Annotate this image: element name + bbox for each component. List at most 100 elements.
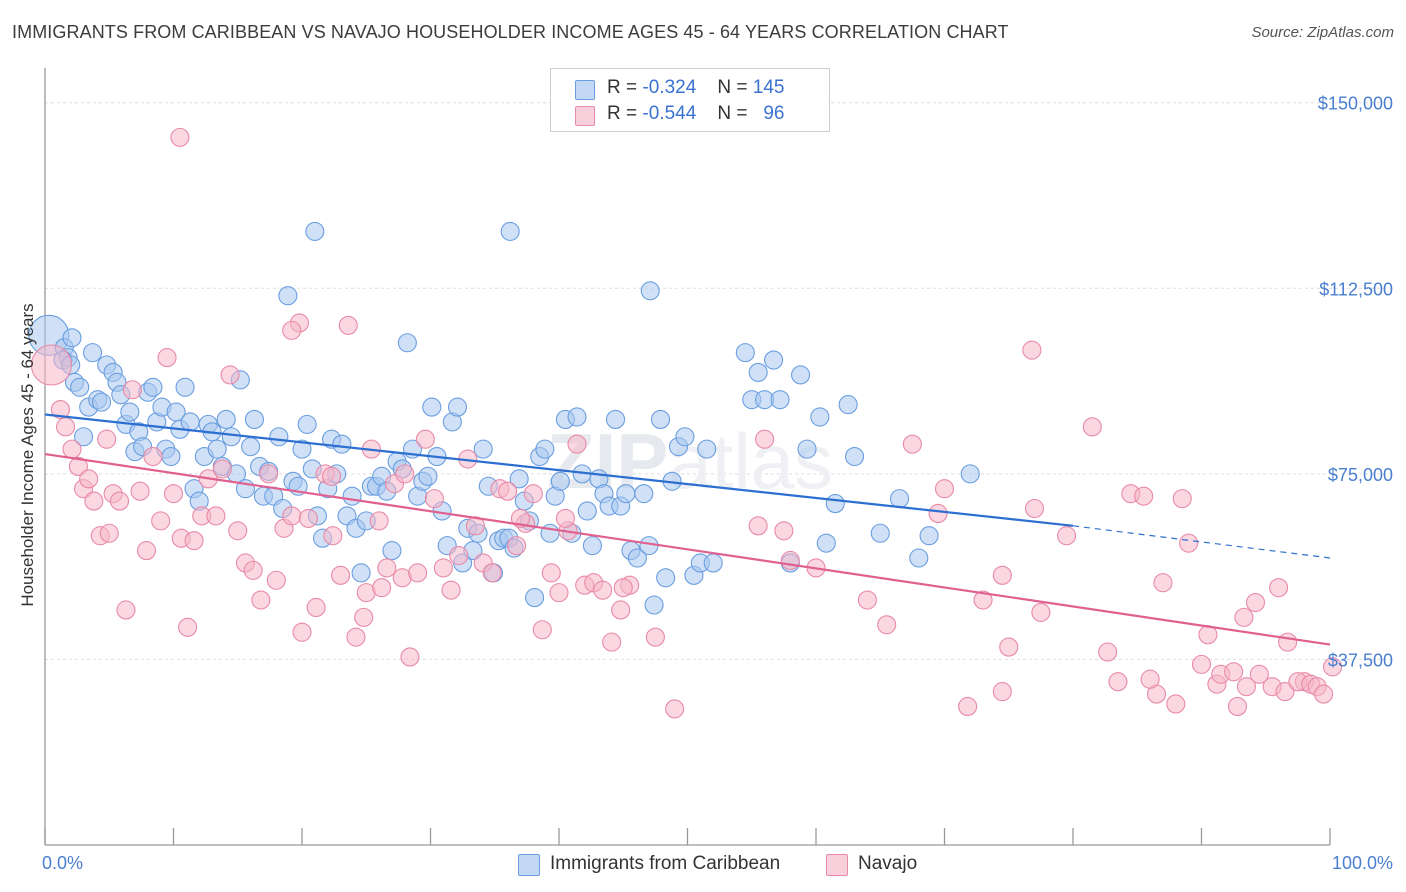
caribbean-point [735, 343, 755, 363]
caribbean-point [550, 471, 570, 491]
caribbean-point [342, 486, 362, 506]
navajo-point [1134, 486, 1154, 506]
navajo-point [62, 439, 82, 459]
navajo-point [84, 491, 104, 511]
navajo-point [1153, 573, 1173, 593]
navajo-point [163, 484, 184, 504]
navajo-point [170, 127, 190, 147]
navajo-point [97, 429, 117, 449]
x-tick-label: 100.0% [1332, 853, 1393, 873]
caribbean-trend-line [44, 413, 1074, 527]
caribbean-point [764, 350, 784, 370]
navajo-point [482, 563, 502, 583]
navajo-point [184, 531, 204, 551]
navajo-point [206, 506, 226, 526]
navajo-point [555, 508, 575, 528]
navajo-point [346, 627, 366, 647]
caribbean-point [447, 397, 468, 417]
navajo-point [354, 607, 374, 627]
caribbean-point [627, 548, 647, 568]
navajo-point [1082, 417, 1102, 437]
bottom-legend-swatch-blue [518, 854, 540, 876]
stats-legend: R = -0.324 N = 145 R = -0.544 N = 96 [550, 68, 830, 132]
navajo-point [282, 506, 302, 526]
caribbean-point [810, 407, 830, 427]
navajo-point [1234, 607, 1254, 627]
navajo-point [593, 580, 613, 600]
caribbean-point [605, 409, 626, 429]
legend-n-value: 145 [752, 77, 785, 98]
navajo-point [541, 563, 561, 583]
caribbean-point [870, 523, 890, 543]
navajo-point [1024, 498, 1044, 519]
navajo-point [292, 622, 312, 642]
tick-labels: $37,500 $75,000 $112,500 $150,000 0.0% 100.0% [42, 94, 1393, 873]
navajo-point [1269, 578, 1289, 598]
caribbean-point [748, 362, 768, 382]
caribbean-point [919, 526, 939, 546]
navajo-point [1191, 654, 1212, 674]
navajo-point [958, 696, 978, 716]
navajo-point [1057, 526, 1077, 546]
navajo-point [30, 344, 72, 386]
navajo-point [243, 560, 263, 580]
legend-n-value: 96 [763, 103, 785, 124]
navajo-point [1245, 592, 1266, 613]
caribbean-point [143, 377, 163, 397]
y-tick-label: $75,000 [1328, 465, 1393, 485]
navajo-point [322, 466, 342, 486]
navajo-point [228, 521, 248, 541]
caribbean-point [241, 437, 261, 457]
navajo-point [1022, 340, 1042, 360]
caribbean-point [567, 407, 587, 427]
legend-swatch-blue [575, 80, 595, 100]
navajo-point [780, 550, 800, 571]
navajo-point [999, 637, 1019, 657]
navajo-point [68, 456, 88, 476]
caribbean-point [244, 409, 265, 429]
navajo-point [877, 615, 897, 635]
caribbean-point [525, 588, 545, 608]
caribbean-point [582, 536, 602, 556]
caribbean-point [844, 447, 865, 467]
navajo-point [408, 563, 428, 583]
navajo-point [1236, 677, 1257, 697]
caribbean-point [675, 427, 695, 447]
legend-r-value: -0.324 [642, 77, 697, 98]
navajo-point [992, 682, 1012, 702]
navajo-point [973, 590, 993, 610]
navajo-point [282, 320, 302, 340]
caribbean-point [791, 365, 811, 385]
navajo-point [369, 511, 389, 531]
navajo-point [433, 558, 453, 578]
caribbean-point [473, 439, 493, 459]
caribbean-point [703, 553, 723, 573]
chart-title: IMMIGRANTS FROM CARIBBEAN VS NAVAJO HOUS… [12, 22, 1009, 42]
navajo-point [79, 469, 99, 489]
caribbean-point [418, 466, 438, 486]
navajo-trend-line [44, 452, 1331, 646]
y-tick-label: $150,000 [1318, 94, 1393, 114]
caribbean-trend-extension [1072, 525, 1331, 559]
caribbean-point [616, 484, 636, 504]
caribbean-point [644, 595, 664, 615]
caribbean-point [422, 397, 442, 417]
navajo-point [116, 600, 136, 620]
navajo-point [992, 565, 1012, 585]
caribbean-point [960, 464, 980, 484]
navajo-point [130, 481, 150, 501]
source-label: Source: ZipAtlas.com [1251, 24, 1394, 41]
navajo-point [449, 545, 469, 566]
navajo-point [611, 600, 631, 620]
caribbean-point [825, 494, 845, 514]
navajo-point [1166, 694, 1186, 714]
x-tick-label: 0.0% [42, 853, 83, 873]
caribbean-point [816, 533, 836, 553]
navajo-point [306, 597, 326, 618]
caribbean-point [70, 377, 90, 397]
navajo-point [143, 447, 163, 467]
navajo-point [298, 508, 318, 528]
navajo-point [602, 632, 622, 652]
caribbean-point [175, 377, 195, 397]
navajo-point [1031, 602, 1051, 622]
